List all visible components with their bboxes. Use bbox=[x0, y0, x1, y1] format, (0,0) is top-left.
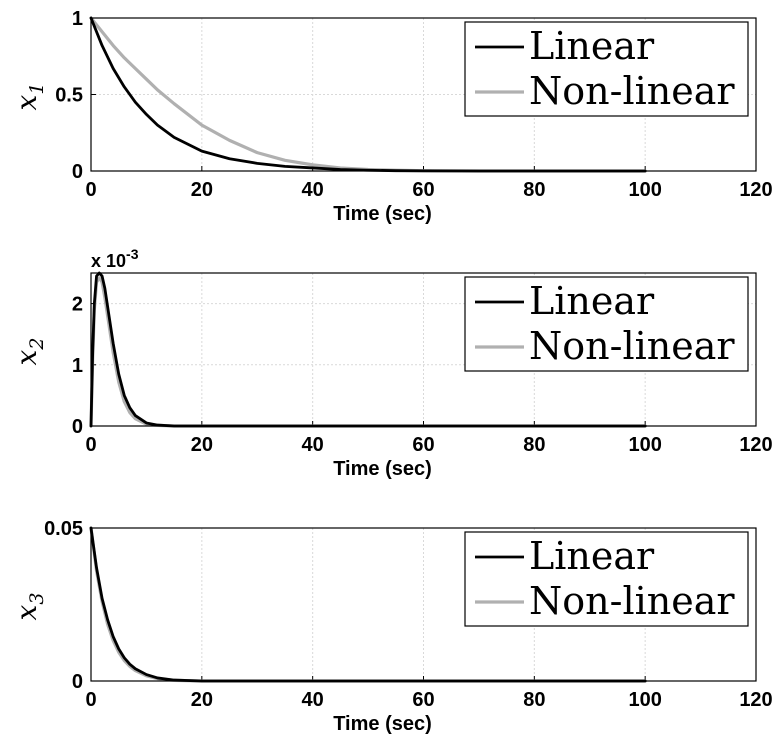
axes-frame bbox=[90, 17, 757, 172]
x-tick-label: 40 bbox=[302, 179, 324, 201]
y-tick-label: 0.5 bbox=[55, 85, 83, 107]
y-axis-label-subscript: 1 bbox=[26, 83, 48, 95]
x-axis-label: Time (sec) bbox=[333, 713, 432, 735]
x-tick-label: 20 bbox=[191, 689, 213, 711]
series-line-linear bbox=[89, 271, 647, 428]
x-tick-label: 0 bbox=[85, 434, 96, 456]
legend-label-linear: Linear bbox=[529, 534, 655, 578]
y-tick-label: 0 bbox=[72, 671, 83, 693]
x-tick-label: 20 bbox=[191, 179, 213, 201]
x-axis-label: Time (sec) bbox=[333, 203, 432, 225]
y-tick-label: 2 bbox=[72, 294, 83, 316]
y-tick-label: 0 bbox=[72, 416, 83, 438]
x-tick-label: 60 bbox=[412, 434, 434, 456]
legend-label-linear: Linear bbox=[529, 279, 655, 323]
y-tick-label: 1 bbox=[72, 355, 83, 377]
x-tick-label: 0 bbox=[85, 179, 96, 201]
x-tick-label: 40 bbox=[302, 689, 324, 711]
x-tick-label: 100 bbox=[628, 179, 661, 201]
y-axis-label: x3 bbox=[10, 593, 48, 621]
x-tick-label: 60 bbox=[412, 179, 434, 201]
y-tick-label: 0.05 bbox=[44, 518, 83, 540]
y-axis-label-base: x bbox=[10, 604, 43, 620]
axes-frame bbox=[90, 527, 757, 682]
x-axis-label: Time (sec) bbox=[333, 458, 432, 480]
legend-box bbox=[464, 531, 749, 627]
x-tick-label: 100 bbox=[628, 434, 661, 456]
legend-label-non-linear: Non-linear bbox=[529, 69, 735, 113]
x-tick-label: 80 bbox=[523, 179, 545, 201]
x-tick-label: 120 bbox=[739, 689, 772, 711]
x-tick-label: 0 bbox=[85, 689, 96, 711]
y-axis-label-base: x bbox=[10, 349, 43, 365]
legend-label-non-linear: Non-linear bbox=[529, 324, 735, 368]
axis-multiplier-base: x 10 bbox=[91, 251, 126, 271]
x-tick-label: 40 bbox=[302, 434, 324, 456]
y-axis-label-subscript: 2 bbox=[26, 338, 48, 351]
series-line-linear bbox=[89, 526, 647, 683]
axis-multiplier-exponent: -3 bbox=[126, 246, 139, 262]
x-tick-label: 20 bbox=[191, 434, 213, 456]
legend-box bbox=[464, 21, 749, 117]
x-tick-label: 100 bbox=[628, 689, 661, 711]
y-axis-label: x2 bbox=[10, 338, 48, 366]
y-axis-label: x1 bbox=[10, 83, 48, 111]
y-tick-label: 0 bbox=[72, 161, 83, 183]
y-axis-label-base: x bbox=[10, 94, 43, 110]
x-tick-label: 60 bbox=[412, 689, 434, 711]
x-tick-label: 80 bbox=[523, 434, 545, 456]
y-axis-label-subscript: 3 bbox=[26, 593, 48, 605]
x-tick-label: 80 bbox=[523, 689, 545, 711]
x-tick-label: 120 bbox=[739, 179, 772, 201]
legend-label-linear: Linear bbox=[529, 24, 655, 68]
x-tick-label: 120 bbox=[739, 434, 772, 456]
legend-label-non-linear: Non-linear bbox=[529, 579, 735, 623]
legend-box bbox=[464, 276, 749, 372]
y-tick-label: 1 bbox=[72, 8, 83, 30]
axis-multiplier: x 10-3 bbox=[91, 246, 139, 271]
panel-3: 0 20 40 60 80 100 120 0 0.05 Time (sec) x3 LinearNo… bbox=[10, 518, 773, 735]
axes-frame bbox=[90, 272, 757, 427]
